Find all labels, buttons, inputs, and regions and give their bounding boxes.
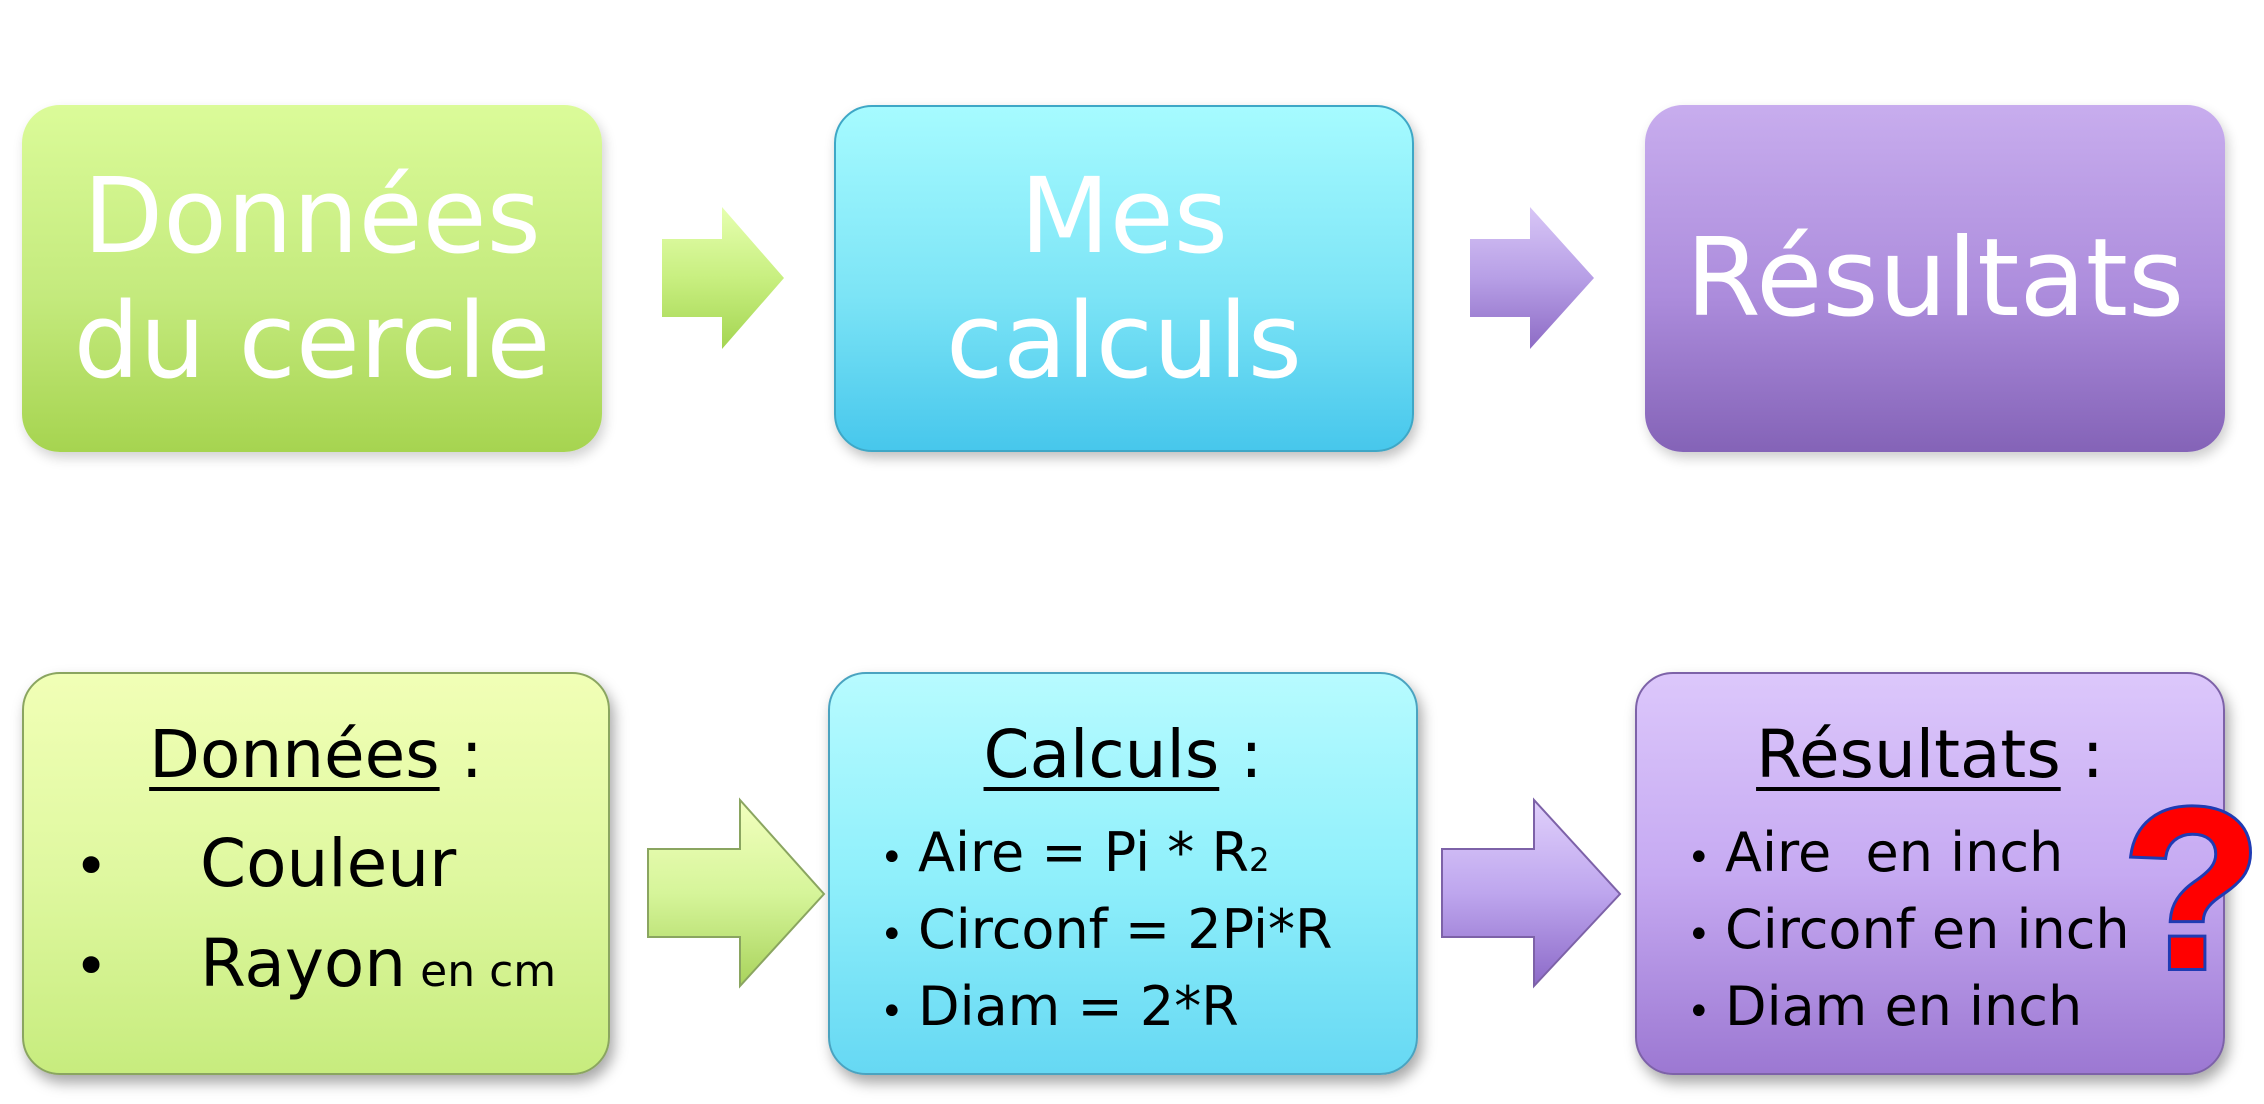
- top-box-resultats-label: Résultats: [1685, 215, 2185, 341]
- bullet: •: [74, 832, 109, 900]
- list-item: • Aire en inch: [1687, 814, 2130, 891]
- arrow-right-icon: [1470, 207, 1594, 349]
- list-item: • Rayon en cm: [74, 914, 556, 1014]
- top-box-calculs: Mes calculs: [834, 105, 1414, 452]
- arrow-right-icon: [662, 207, 784, 349]
- top-box-donnees: Données du cercle: [22, 105, 602, 452]
- resultats-title-text: Résultats: [1756, 716, 2061, 793]
- resultats-item-label: Circonf en inch: [1725, 898, 2130, 961]
- donnees-item-unit: en cm: [420, 946, 557, 997]
- top-box-calculs-line1: Mes: [1020, 154, 1228, 277]
- calculs-title: Calculs :: [830, 722, 1416, 788]
- top-box-donnees-line1: Données: [83, 154, 541, 277]
- resultats-item-label: Aire en inch: [1725, 821, 2064, 884]
- arrow-right-icon: [1441, 797, 1622, 989]
- donnees-item-label: Couleur: [200, 825, 457, 902]
- question-mark-icon: ?: [2122, 760, 2263, 1017]
- resultats-item-label: Diam en inch: [1725, 975, 2083, 1038]
- calculs-item-label: Aire = Pi * R: [918, 821, 1249, 884]
- donnees-item-label: Rayon: [200, 925, 407, 1002]
- bullet: •: [880, 912, 904, 958]
- bullet: •: [1687, 912, 1711, 958]
- list-item: • Couleur: [74, 814, 556, 914]
- arrow-right-icon: [647, 797, 826, 989]
- list-item: • Diam en inch: [1687, 968, 2130, 1045]
- bottom-box-donnees: Données : • Couleur • Rayon en cm: [22, 672, 610, 1075]
- calculs-item-label: Diam = 2*R: [918, 975, 1239, 1038]
- list-item: • Circonf en inch: [1687, 891, 2130, 968]
- top-box-calculs-line2: calculs: [946, 279, 1302, 402]
- resultats-title: Résultats :: [1637, 722, 2223, 788]
- bullet: •: [1687, 835, 1711, 881]
- donnees-title-text: Données: [149, 716, 440, 793]
- bullet: •: [880, 835, 904, 881]
- resultats-title-suffix: :: [2060, 716, 2104, 793]
- bottom-box-resultats: Résultats : • Aire en inch • Circonf en …: [1635, 672, 2225, 1075]
- calculs-item-label: Circonf = 2Pi*R: [918, 898, 1333, 961]
- donnees-title-suffix: :: [439, 716, 483, 793]
- resultats-list: • Aire en inch • Circonf en inch • Diam …: [1687, 814, 2130, 1045]
- list-item: • Circonf = 2Pi*R: [880, 891, 1333, 968]
- list-item: • Diam = 2*R: [880, 968, 1333, 1045]
- bullet: •: [880, 989, 904, 1035]
- bullet: •: [74, 932, 109, 1000]
- calculs-title-text: Calculs: [983, 716, 1220, 793]
- bullet: •: [1687, 989, 1711, 1035]
- donnees-title: Données :: [24, 722, 608, 788]
- top-box-donnees-line2: du cercle: [73, 279, 551, 402]
- calculs-title-suffix: :: [1219, 716, 1263, 793]
- donnees-list: • Couleur • Rayon en cm: [74, 814, 556, 1014]
- top-box-resultats: Résultats: [1645, 105, 2225, 452]
